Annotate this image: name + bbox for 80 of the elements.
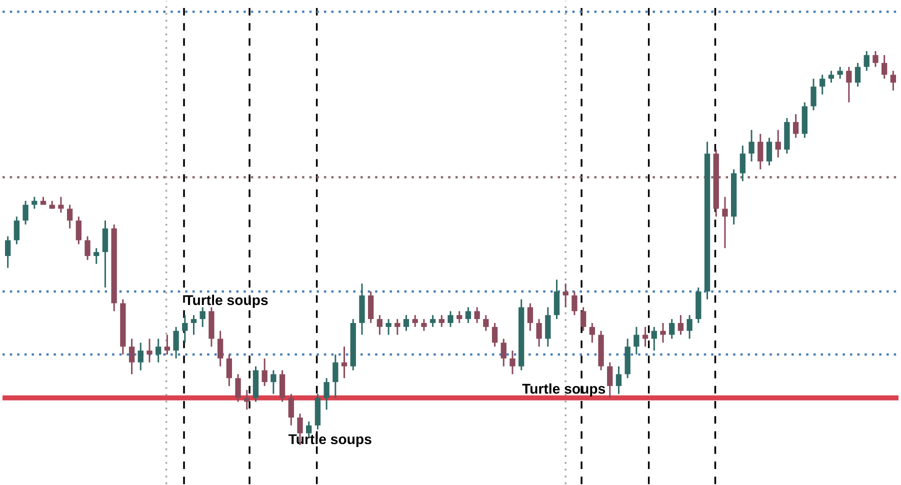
candlestick (669, 318, 675, 340)
candlestick (474, 306, 480, 324)
candlestick (536, 318, 542, 348)
annotation: Turtle soups (522, 383, 606, 397)
candlestick (94, 247, 100, 265)
candlestick (438, 314, 444, 328)
candlestick (510, 350, 516, 375)
candlestick (386, 318, 392, 336)
candlestick (660, 322, 666, 344)
candlestick (332, 354, 338, 399)
candlestick (376, 314, 383, 336)
candlestick (146, 338, 152, 364)
candlestick (244, 389, 250, 410)
candlestick (465, 306, 472, 324)
candlestick (854, 62, 861, 88)
candlestick (678, 314, 684, 336)
candlestick (66, 204, 73, 230)
candlestick (562, 282, 568, 308)
candlestick (837, 66, 843, 80)
candlestick (766, 137, 772, 166)
candlestick (270, 370, 276, 395)
candlestick (572, 290, 578, 316)
candlestick (492, 322, 498, 348)
candlestick (775, 129, 781, 158)
candlestick (200, 306, 206, 328)
candlestick (686, 314, 692, 340)
candlestick (882, 54, 888, 80)
candlestick (22, 200, 28, 226)
candlestick (76, 216, 82, 245)
candlestick (394, 318, 400, 336)
candlestick (368, 290, 374, 324)
candlestick (324, 377, 330, 410)
candlestick (634, 326, 640, 356)
candlestick (173, 326, 179, 360)
candlestick (500, 338, 506, 368)
candlestick (138, 342, 144, 372)
candlestick (483, 314, 489, 332)
candlestick (890, 70, 896, 92)
candlestick (128, 338, 135, 375)
candlestick (607, 362, 613, 399)
candlestick (430, 314, 436, 328)
candlestick (872, 50, 878, 68)
candlestick (226, 354, 232, 387)
candlestick (421, 318, 427, 332)
candlestick (758, 133, 764, 170)
candlestick (341, 346, 348, 379)
candlestick (32, 196, 38, 210)
candlestick (403, 314, 410, 332)
candlestick (748, 129, 754, 162)
candlestick (58, 196, 64, 214)
candlestick (864, 50, 870, 72)
candlestick (846, 66, 852, 104)
candlestick (190, 314, 197, 336)
candlestick (527, 302, 534, 332)
candlestick (84, 236, 90, 261)
candlestick (545, 306, 551, 348)
candlestick (156, 338, 162, 364)
candlestick (288, 393, 294, 426)
candlestick (651, 326, 657, 352)
candlestick (820, 74, 826, 96)
candlestick (580, 306, 586, 332)
candlestick (810, 78, 816, 111)
candlestick (616, 366, 622, 395)
candlestick (279, 370, 286, 403)
candlestick (262, 358, 268, 387)
candlestick (589, 322, 595, 344)
candlestick (182, 314, 188, 344)
candlestick (554, 278, 560, 320)
candlestick (217, 330, 224, 368)
candlestick (456, 310, 462, 324)
candlestick (235, 373, 241, 403)
candlestick (14, 216, 20, 245)
candlestick (740, 144, 746, 182)
candlestick (448, 310, 454, 328)
candlestick (5, 236, 11, 269)
candlestick (412, 314, 418, 328)
candlestick (792, 113, 799, 139)
candlestick (102, 220, 108, 288)
candlestick (722, 196, 728, 249)
candlestick (164, 334, 170, 356)
